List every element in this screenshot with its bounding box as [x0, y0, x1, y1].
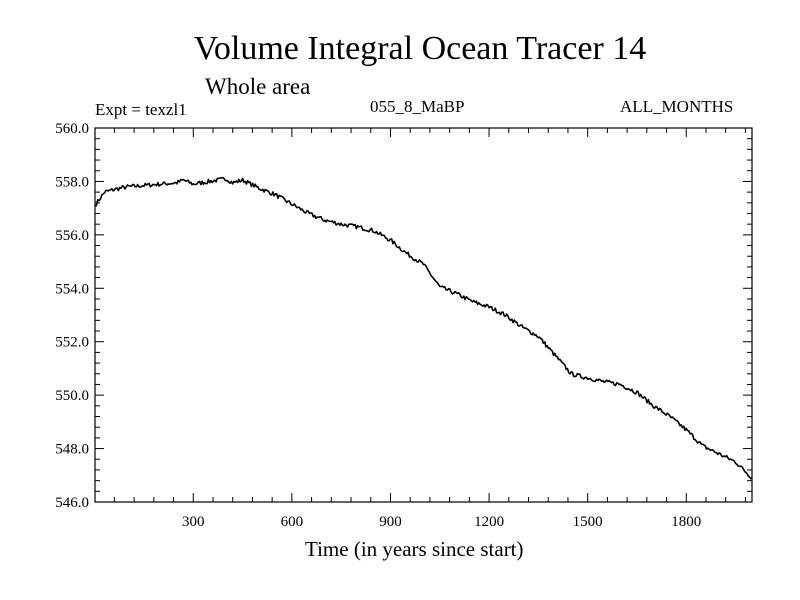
chart-title: Volume Integral Ocean Tracer 14 — [193, 30, 647, 67]
x-tick-label: 1500 — [573, 514, 603, 530]
y-tick-label: 546.0 — [55, 495, 89, 511]
chart-subtitle: Whole area — [205, 74, 311, 99]
y-tick-label: 560.0 — [55, 121, 89, 137]
x-axis-label: Time (in years since start) — [305, 537, 524, 561]
y-tick-label: 552.0 — [55, 335, 89, 351]
y-tick-label: 558.0 — [55, 174, 89, 190]
x-tick-label: 600 — [281, 514, 304, 530]
data-series-line — [94, 176, 753, 480]
period-label: 055_8_MaBP — [370, 97, 465, 116]
y-tick-label: 548.0 — [55, 442, 89, 458]
x-tick-label: 1200 — [474, 514, 504, 530]
y-tick-label: 556.0 — [55, 228, 89, 244]
x-tick-label: 900 — [379, 514, 402, 530]
y-tick-label: 554.0 — [55, 281, 89, 297]
x-tick-label: 300 — [182, 514, 205, 530]
y-tick-label: 550.0 — [55, 388, 89, 404]
months-label: ALL_MONTHS — [620, 97, 734, 116]
experiment-label: Expt = texzl1 — [95, 100, 187, 119]
x-tick-label: 1800 — [671, 514, 701, 530]
plot-frame — [94, 127, 753, 503]
